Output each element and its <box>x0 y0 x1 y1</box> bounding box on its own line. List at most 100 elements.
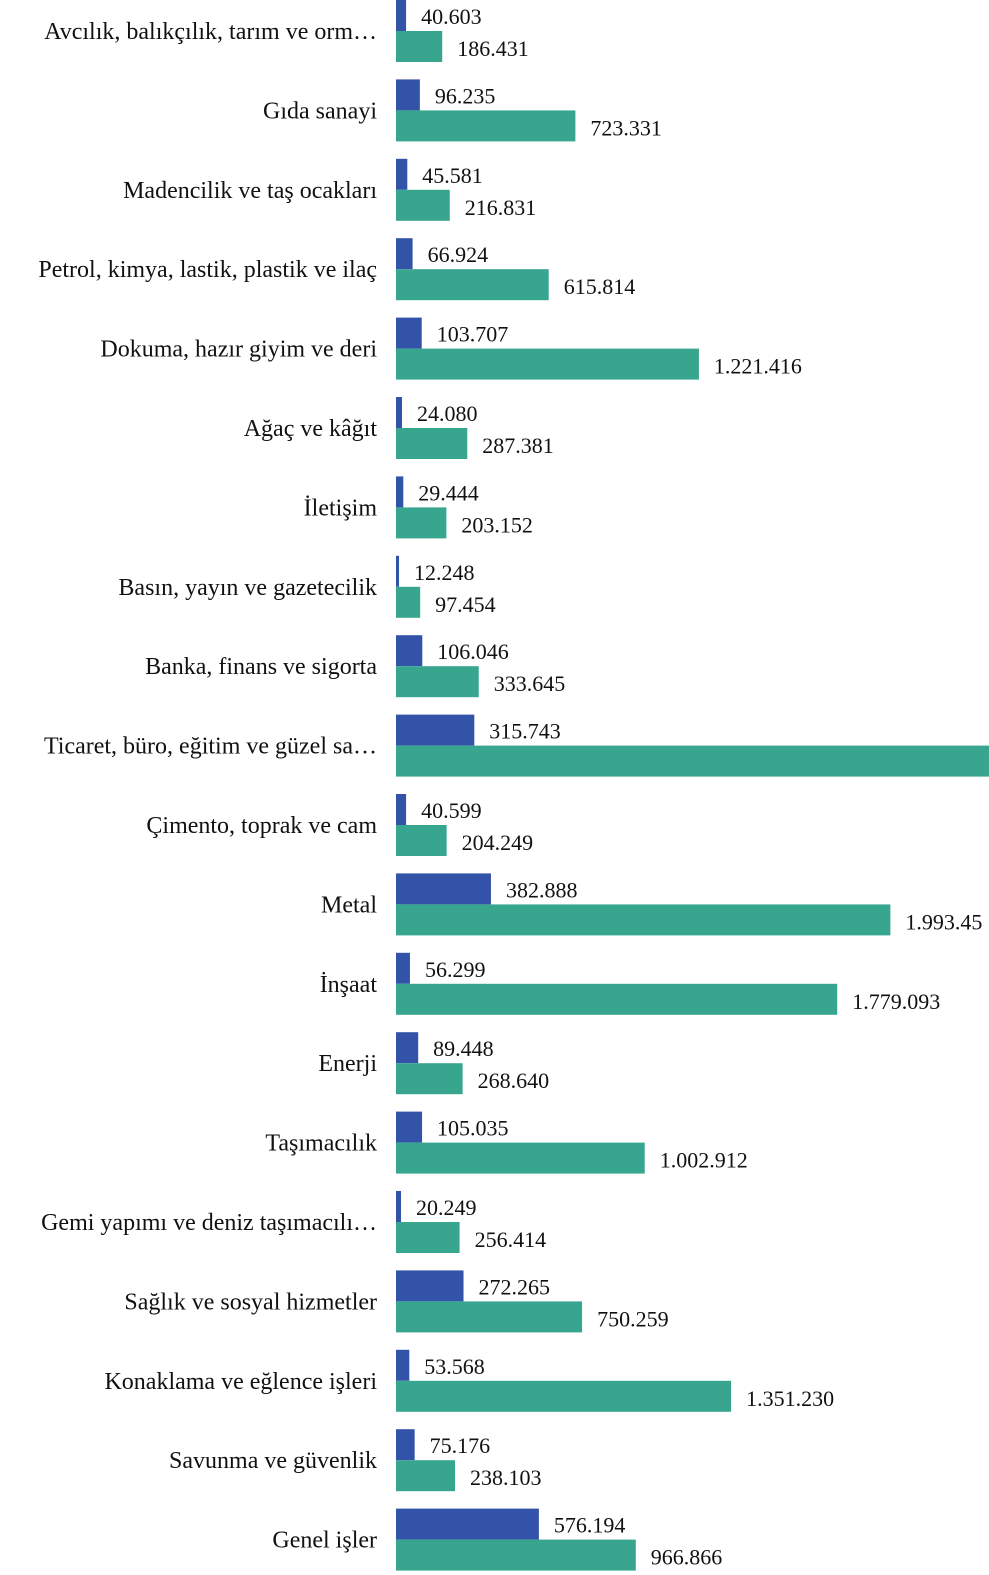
data-label-series-2: 615.814 <box>564 274 636 299</box>
category-label: Basın, yayın ve gazetecilik <box>118 575 377 601</box>
data-label-series-2: 333.645 <box>494 671 566 696</box>
category-label: Gıda sanayi <box>263 98 377 124</box>
category-label: Dokuma, hazır giyim ve deri <box>100 337 377 363</box>
data-label-series-2: 97.454 <box>435 592 496 617</box>
bar-series-2 <box>396 31 443 62</box>
bar-series-2 <box>396 904 891 936</box>
category-label: Ticaret, büro, eğitim ve güzel sa… <box>44 734 377 760</box>
data-label-series-1: 576.194 <box>554 1513 626 1538</box>
bar-series-2 <box>396 269 549 301</box>
category-label: Enerji <box>318 1051 377 1077</box>
data-label-series-2: 1.993.45 <box>905 909 982 934</box>
data-label-series-2: 186.431 <box>457 36 528 61</box>
category-label: Ağaç ve kâğıt <box>244 416 378 442</box>
data-label-series-2: 723.331 <box>590 115 662 140</box>
category-label: Genel işler <box>272 1528 377 1554</box>
bar-series-1 <box>396 317 422 349</box>
bar-series-2 <box>396 110 576 142</box>
data-label-series-1: 103.707 <box>437 322 509 347</box>
bar-series-2 <box>396 1063 463 1095</box>
category-label: Petrol, kimya, lastik, plastik ve ilaç <box>38 257 377 283</box>
bar-series-1 <box>396 238 413 270</box>
bar-series-2 <box>396 428 468 459</box>
bar-series-1 <box>396 1508 539 1540</box>
bar-series-1 <box>396 952 410 984</box>
bar-series-2 <box>396 1142 645 1174</box>
data-label-series-2: 238.103 <box>470 1465 542 1490</box>
bar-series-1 <box>396 476 404 508</box>
bar-series-2 <box>396 1539 636 1571</box>
bar-series-2 <box>396 666 479 698</box>
bar-series-1 <box>396 1032 419 1064</box>
bar-series-2 <box>396 1460 456 1492</box>
bar-series-1 <box>396 794 407 825</box>
data-label-series-1: 40.603 <box>421 4 482 29</box>
bar-series-1 <box>396 555 400 587</box>
data-label-series-1: 89.448 <box>433 1036 494 1061</box>
data-label-series-1: 96.235 <box>435 83 496 108</box>
category-label: Çimento, toprak ve cam <box>146 813 377 839</box>
data-label-series-1: 66.924 <box>428 242 489 267</box>
bar-series-2 <box>396 348 699 380</box>
bar-series-2 <box>396 825 447 856</box>
data-label-series-2: 256.414 <box>475 1227 547 1252</box>
category-label: Avcılık, balıkçılık, tarım ve orm… <box>44 19 377 45</box>
data-label-series-1: 24.080 <box>417 401 478 426</box>
category-label: Sağlık ve sosyal hizmetler <box>124 1289 377 1315</box>
bar-series-1 <box>396 635 423 667</box>
data-label-series-1: 382.888 <box>506 877 578 902</box>
bar-series-1 <box>396 1191 402 1222</box>
category-label: Konaklama ve eğlence işleri <box>104 1369 377 1395</box>
bar-series-2 <box>396 1380 732 1412</box>
data-label-series-2: 216.831 <box>465 195 536 220</box>
bar-series-2 <box>396 507 447 539</box>
bar-series-1 <box>396 714 475 746</box>
bar-series-1 <box>396 1270 464 1302</box>
category-label: İletişim <box>304 495 378 521</box>
bar-series-1 <box>396 79 420 111</box>
data-label-series-2: 1.351.230 <box>746 1386 834 1411</box>
category-label: Metal <box>321 892 377 918</box>
data-label-series-2: 750.259 <box>597 1306 669 1331</box>
data-label-series-1: 106.046 <box>437 639 509 664</box>
bar-series-2 <box>396 983 838 1015</box>
bar-series-2 <box>396 189 450 221</box>
data-label-series-1: 45.581 <box>422 163 483 188</box>
bar-series-1 <box>396 158 408 190</box>
bar-series-1 <box>396 873 491 905</box>
data-label-series-2: 203.152 <box>461 512 533 537</box>
bar-series-1 <box>396 0 407 31</box>
bar-series-2 <box>396 745 989 777</box>
data-label-series-2: 966.866 <box>651 1545 723 1570</box>
bar-series-1 <box>396 1111 423 1143</box>
category-label: Savunma ve güvenlik <box>169 1448 377 1474</box>
data-label-series-1: 315.743 <box>489 719 561 744</box>
bar-series-1 <box>396 397 402 428</box>
bar-series-1 <box>396 1429 415 1461</box>
bar-series-1 <box>396 1349 410 1381</box>
bar-series-2 <box>396 586 421 618</box>
data-label-series-2: 1.779.093 <box>852 989 940 1014</box>
data-label-series-1: 56.299 <box>425 957 486 982</box>
data-label-series-1: 40.599 <box>421 798 482 823</box>
category-label: İnşaat <box>320 972 378 998</box>
data-label-series-2: 287.381 <box>482 433 554 458</box>
data-label-series-1: 29.444 <box>418 480 479 505</box>
data-label-series-2: 204.249 <box>462 830 534 855</box>
category-label: Taşımacılık <box>265 1131 377 1157</box>
data-label-series-2: 1.221.416 <box>714 354 802 379</box>
category-label: Gemi yapımı ve deniz taşımacılı… <box>41 1210 377 1236</box>
data-label-series-1: 105.035 <box>437 1116 509 1141</box>
data-label-series-1: 12.248 <box>414 560 475 585</box>
bar-series-2 <box>396 1222 460 1253</box>
bar-series-2 <box>396 1301 583 1333</box>
data-label-series-1: 20.249 <box>416 1195 477 1220</box>
data-label-series-2: 1.002.912 <box>660 1148 748 1173</box>
data-label-series-1: 75.176 <box>430 1433 491 1458</box>
data-label-series-1: 53.568 <box>424 1354 485 1379</box>
category-label: Madencilik ve taş ocakları <box>123 178 377 204</box>
data-label-series-2: 268.640 <box>478 1068 549 1093</box>
category-label: Banka, finans ve sigorta <box>145 654 377 680</box>
data-label-series-1: 272.265 <box>479 1274 551 1299</box>
